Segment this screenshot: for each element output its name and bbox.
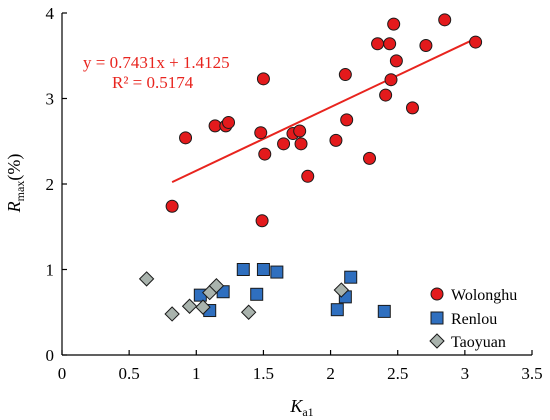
x-tick-label: 1.5: [253, 364, 274, 383]
series-taoyuan: [138, 271, 350, 322]
trendline-r-squared: R² = 0.5174: [112, 73, 194, 92]
y-tick-label: 4: [46, 4, 55, 23]
wolonghu-point: [371, 37, 385, 51]
y-tick-label: 3: [46, 90, 55, 109]
x-axis-label-main: K: [289, 396, 303, 416]
y-tick-label: 2: [46, 175, 55, 194]
x-tick-label: 3.5: [521, 364, 542, 383]
wolonghu-point: [419, 38, 433, 52]
taoyuan-point: [138, 271, 155, 287]
wolonghu-point: [405, 101, 419, 115]
x-tick-label: 1: [192, 364, 201, 383]
wolonghu-point: [208, 119, 222, 133]
renlou-point: [256, 263, 270, 276]
renlou-point: [250, 287, 264, 301]
wolonghu-point: [389, 54, 403, 68]
y-axis-label-sub: max: [13, 181, 27, 202]
x-tick-label: 0.5: [119, 364, 140, 383]
series-wolonghu: [165, 13, 483, 228]
x-tick-label: 2: [326, 364, 335, 383]
legend-marker-wolonghu: [430, 287, 444, 301]
taoyuan-point: [208, 278, 225, 294]
wolonghu-point: [179, 131, 193, 145]
taoyuan-point: [240, 304, 257, 320]
legend-item-taoyuan: Taoyuan: [429, 333, 506, 351]
legend-item-wolonghu: Wolonghu: [430, 287, 517, 304]
taoyuan-point: [164, 306, 180, 322]
y-axis-label-main: R: [4, 201, 24, 213]
renlou-point: [270, 265, 284, 279]
trendline-equation: y = 0.7431x + 1.4125: [83, 53, 230, 72]
renlou-point: [236, 263, 250, 276]
wolonghu-point: [379, 88, 393, 102]
wolonghu-point: [338, 68, 352, 82]
legend-label: Taoyuan: [451, 334, 506, 351]
wolonghu-point: [294, 137, 308, 151]
renlou-point: [377, 304, 391, 318]
legend-marker-renlou: [430, 311, 444, 325]
wolonghu-point: [383, 37, 397, 51]
y-tick-label: 1: [46, 261, 55, 280]
y-tick-label: 0: [46, 346, 55, 365]
wolonghu-point: [329, 133, 343, 147]
wolonghu-point: [387, 17, 401, 31]
taoyuan-point: [195, 299, 211, 315]
series-renlou: [193, 263, 391, 318]
wolonghu-point: [438, 13, 452, 27]
wolonghu-point: [255, 214, 269, 228]
x-axis-label-sub: a1: [302, 405, 313, 419]
x-tick-label: 2.5: [387, 364, 408, 383]
data-points: [138, 13, 483, 322]
wolonghu-point: [256, 72, 270, 86]
legend-marker-taoyuan: [429, 333, 445, 349]
wolonghu-point: [469, 35, 483, 49]
legend: Wolonghu Renlou Taoyuan: [429, 287, 517, 351]
wolonghu-point: [254, 126, 268, 140]
wolonghu-point: [340, 113, 354, 127]
legend-label: Wolonghu: [451, 287, 517, 304]
legend-item-renlou: Renlou: [430, 311, 497, 328]
renlou-point: [330, 303, 344, 317]
wolonghu-point: [277, 137, 291, 151]
trendline: [171, 37, 477, 184]
x-tick-label: 0: [58, 364, 67, 383]
y-ticks: 0 1 2 3 4: [46, 4, 67, 365]
wolonghu-point: [222, 115, 236, 129]
taoyuan-point: [333, 282, 350, 298]
wolonghu-point: [363, 151, 377, 165]
renlou-point: [344, 270, 358, 284]
axes: 0 0.5 1 1.5 2 2.5 3 3.5 0 1 2 3 4: [46, 4, 543, 383]
x-tick-label: 3: [461, 364, 470, 383]
legend-label: Renlou: [451, 311, 497, 328]
x-axis-label: Ka1: [289, 396, 313, 419]
wolonghu-point: [258, 147, 272, 161]
x-ticks: 0 0.5 1 1.5 2 2.5 3 3.5: [58, 350, 543, 383]
taoyuan-point: [181, 298, 198, 314]
wolonghu-point: [293, 124, 307, 138]
wolonghu-point: [301, 169, 315, 183]
y-axis-label: Rmax(%): [4, 154, 27, 214]
y-axis-label-suffix: (%): [4, 154, 25, 181]
wolonghu-point: [384, 73, 398, 87]
wolonghu-point: [165, 199, 179, 213]
